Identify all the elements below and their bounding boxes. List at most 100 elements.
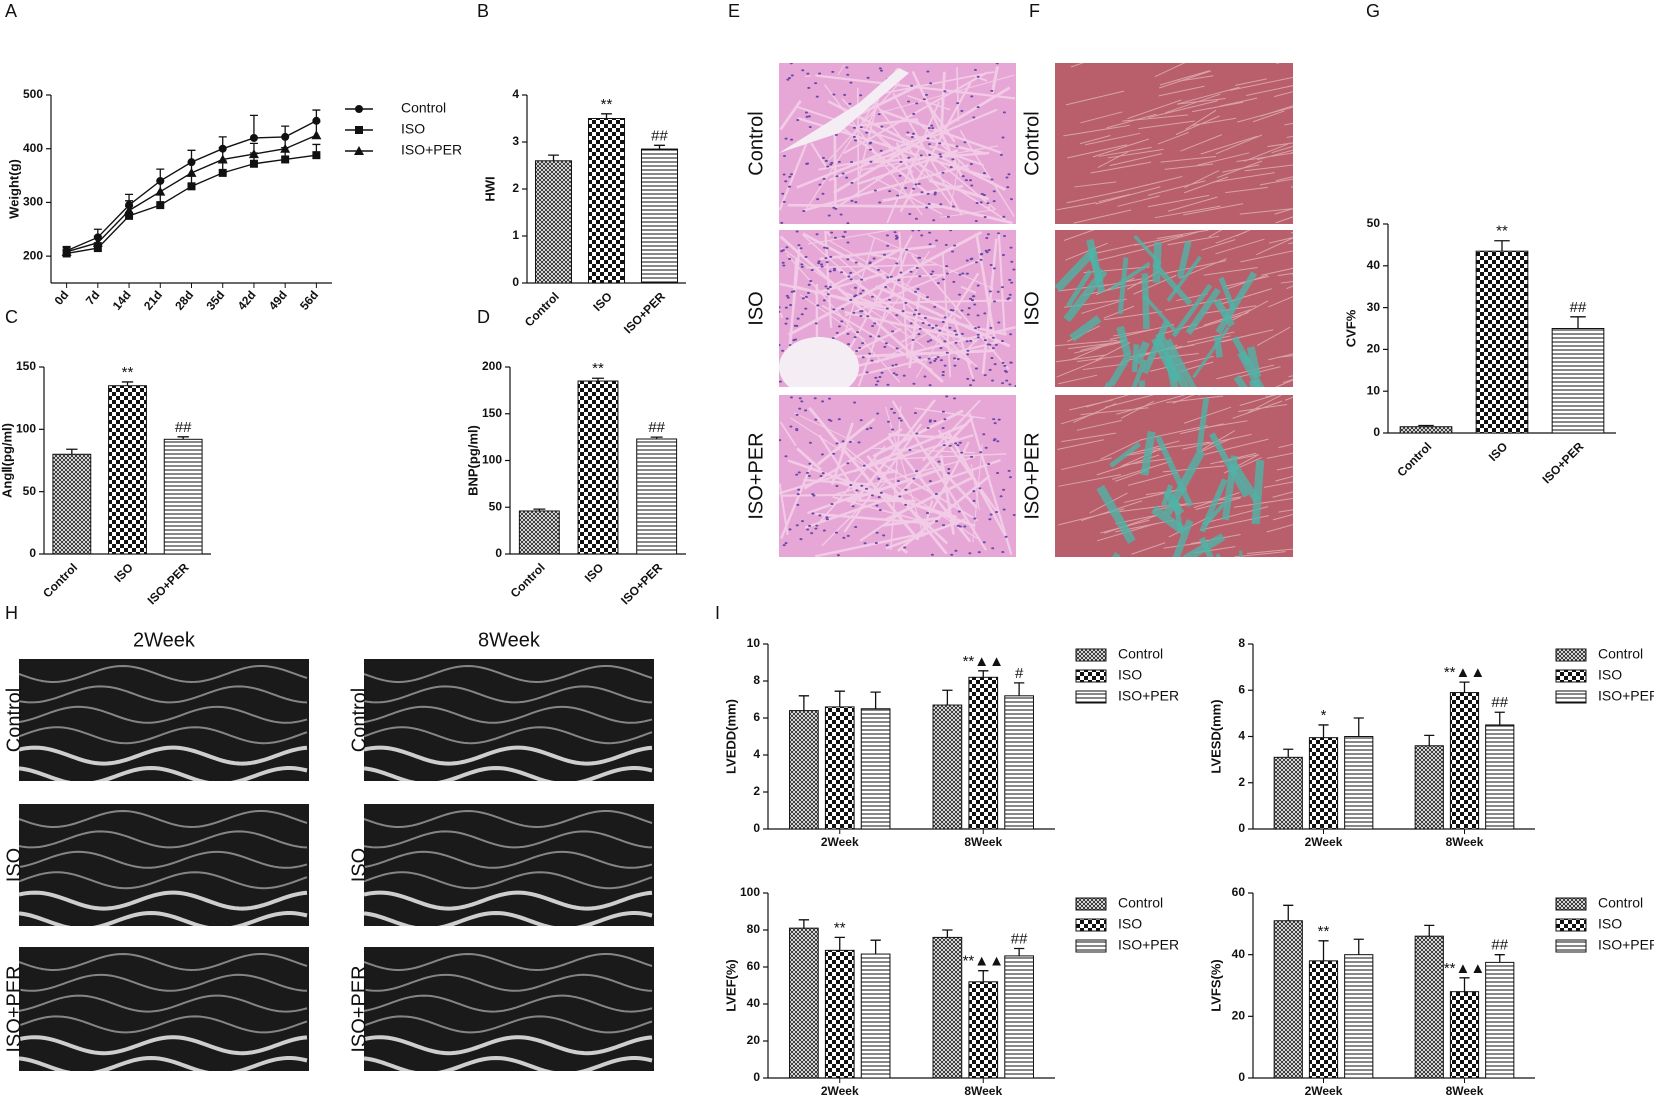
y-tick-label: 100 (482, 453, 502, 467)
row-label: ISO+PER (1021, 432, 1043, 519)
y-tick-label: 0 (512, 275, 519, 289)
y-tick-label: 200 (23, 248, 43, 262)
bar (789, 927, 819, 1079)
error-bar (1353, 717, 1364, 737)
error-bar (798, 695, 810, 711)
x-tick-label: 2Week (821, 1084, 859, 1098)
micrograph (1055, 395, 1293, 557)
micrograph (364, 659, 654, 781)
error-bar (177, 436, 189, 440)
micrograph (779, 63, 1016, 224)
x-tick-label: Control (1394, 439, 1434, 479)
point (93, 244, 102, 253)
x-tick-label: 28d (172, 288, 196, 313)
row-label: ISO (1021, 291, 1043, 325)
legend-label: ISO (1598, 667, 1622, 683)
legend-label: ISO (1118, 667, 1142, 683)
x-tick-label: ISO+PER (618, 560, 665, 607)
error-bar (798, 919, 810, 929)
significance: ## (1491, 694, 1508, 711)
y-tick-label: 4 (753, 747, 760, 761)
y-tick-label: 50 (23, 484, 37, 498)
significance: **▲▲ (1444, 960, 1485, 977)
bar (1273, 756, 1303, 830)
x-tick-label: Control (522, 289, 562, 329)
x-tick-label: 8Week (964, 835, 1002, 849)
bar (518, 510, 560, 555)
legend-swatch (1555, 669, 1587, 683)
point (186, 167, 197, 177)
bar (1004, 955, 1034, 1079)
row-label: Control (745, 111, 767, 175)
legend-label: ISO+PER (1118, 937, 1179, 953)
error-bar (1013, 682, 1025, 696)
x-tick-label: 42d (235, 288, 259, 313)
y-tick-label: 2 (512, 181, 519, 195)
significance: ## (1570, 299, 1587, 316)
y-tick-label: 0 (753, 821, 760, 835)
y-axis-label: BNP(pg/ml) (465, 425, 480, 496)
legend-label: ISO+PER (1598, 937, 1654, 953)
y-tick-label: 2 (1238, 775, 1245, 789)
legend-label: ISO+PER (1118, 688, 1179, 704)
error-bar (533, 508, 546, 511)
error-bar (650, 436, 663, 439)
point (311, 130, 322, 140)
error-bar (1459, 681, 1470, 693)
micrograph (364, 947, 654, 1071)
error-bar (1353, 938, 1364, 955)
legend-marker (355, 105, 363, 113)
point (312, 116, 321, 125)
y-tick-label: 20 (1232, 1009, 1246, 1023)
y-axis-label: CVF% (1343, 309, 1358, 347)
row-label: Control (348, 688, 370, 752)
panel-label: B (477, 1, 489, 21)
bar (1399, 426, 1453, 434)
error-bar (654, 144, 665, 150)
y-axis-label: AngⅡ(pg/ml) (0, 423, 14, 498)
y-axis-label: Weight(g) (6, 159, 21, 219)
bar (824, 949, 855, 1079)
error-bar (834, 936, 845, 951)
bar (932, 704, 963, 830)
legend-swatch (1555, 897, 1587, 911)
point (312, 151, 321, 160)
row-label: ISO+PER (3, 965, 25, 1052)
y-tick-label: 4 (512, 87, 519, 101)
significance: ** (592, 360, 604, 377)
error-bar (601, 113, 612, 119)
x-tick-label: ISO (582, 560, 607, 585)
micrograph (19, 947, 309, 1071)
legend-swatch (1555, 648, 1587, 662)
bar (1308, 737, 1339, 830)
y-tick-label: 50 (1367, 216, 1381, 230)
y-tick-label: 0 (1373, 425, 1380, 439)
y-tick-label: 0 (1238, 821, 1245, 835)
point (61, 246, 72, 256)
y-tick-label: 100 (740, 885, 760, 899)
y-tick-label: 80 (747, 922, 761, 936)
panel-label: A (5, 1, 17, 21)
legend-swatch (1075, 669, 1107, 683)
error-bar (121, 381, 134, 386)
bar (1308, 960, 1339, 1079)
error-bar (1013, 947, 1025, 956)
y-tick-label: 2 (753, 784, 760, 798)
bar (534, 160, 573, 284)
y-tick-label: 0 (753, 1070, 760, 1084)
y-tick-label: 8 (753, 673, 760, 687)
error-bar (1494, 711, 1505, 725)
y-tick-label: 0 (29, 546, 36, 560)
point (218, 168, 227, 177)
error-bar (942, 929, 953, 938)
legend-label: Control (1598, 646, 1643, 662)
error-bar (978, 670, 989, 678)
error-bar (548, 154, 559, 161)
error-bar (978, 970, 989, 982)
micrograph (364, 804, 654, 926)
panel-label: H (5, 603, 18, 623)
error-bar (1459, 977, 1470, 992)
row-label: ISO+PER (348, 965, 370, 1052)
y-tick-label: 6 (1238, 682, 1245, 696)
